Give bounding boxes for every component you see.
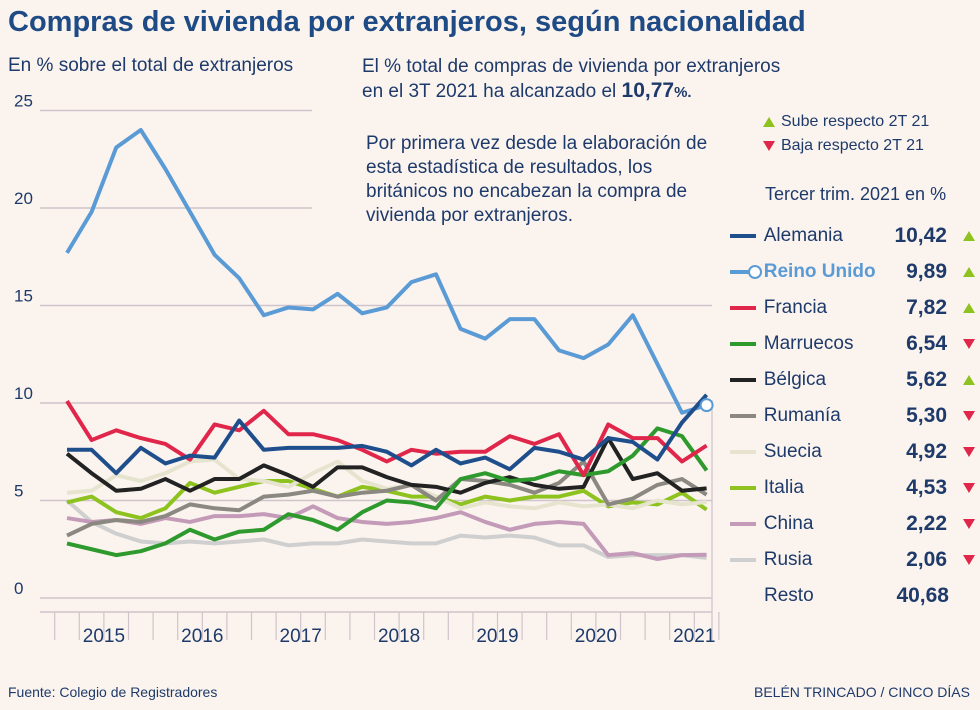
trend-key: Sube respecto 2T 21 Baja respecto 2T 21 xyxy=(763,110,973,158)
legend-value: 6,54 xyxy=(906,332,947,355)
legend-row: Francia 7,82 xyxy=(730,290,975,326)
y-tick-label: 25 xyxy=(14,92,33,111)
legend-swatch xyxy=(730,378,756,382)
x-year-label: 2019 xyxy=(476,626,518,647)
series-line-rumanía xyxy=(66,459,708,538)
legend-name: Marruecos xyxy=(763,333,854,354)
legend-name: Rumanía xyxy=(763,405,841,426)
total-value: 10,77 xyxy=(621,79,675,102)
x-year-label: 2016 xyxy=(181,626,223,647)
legend-name: Bélgica xyxy=(763,369,827,390)
legend-name: Francia xyxy=(763,297,828,318)
total-unit: %. xyxy=(674,84,692,101)
legend-row: Bélgica 5,62 xyxy=(730,362,975,398)
legend-name: Rusia xyxy=(763,549,813,570)
legend-row: Alemania 10,42 xyxy=(730,218,975,254)
legend-swatch-empty xyxy=(730,594,756,598)
legend-swatch xyxy=(730,414,756,418)
legend-value: 5,62 xyxy=(906,368,947,391)
series-line-marruecos xyxy=(66,426,709,558)
legend-swatch xyxy=(730,522,756,526)
series-line-bélgica xyxy=(65,436,707,495)
triangle-down-icon xyxy=(963,555,975,565)
series-line-rusia xyxy=(65,498,707,560)
legend-row: Suecia 4,92 xyxy=(730,434,975,470)
legend-name: Alemania xyxy=(763,225,843,246)
total-note: El % total de compras de vivienda por ex… xyxy=(362,55,780,105)
legend-row: Marruecos 6,54 xyxy=(730,326,975,362)
legend-swatch xyxy=(730,306,756,310)
source: Fuente: Colegio de Registradores xyxy=(8,684,218,700)
y-tick-label: 20 xyxy=(14,189,33,208)
total-note-line1: El % total de compras de vivienda por ex… xyxy=(362,56,781,77)
legend-swatch xyxy=(730,265,762,279)
x-year-label: 2021 xyxy=(673,626,715,647)
first-time-note: Por primera vez desde la elaboración de … xyxy=(366,132,711,228)
series-line-reino-unido xyxy=(65,128,708,415)
x-year-label: 2018 xyxy=(378,626,420,647)
legend-value: 2,06 xyxy=(906,548,947,571)
legend-row: Reino Unido 9,89 xyxy=(730,254,975,290)
legend-value: 10,42 xyxy=(894,224,947,247)
legend-name: Reino Unido xyxy=(763,261,876,282)
y-tick-label: 5 xyxy=(14,482,23,501)
chart-title: Compras de vivienda por extranjeros, seg… xyxy=(8,6,806,38)
legend-value: 2,22 xyxy=(906,512,947,535)
legend-name: Suecia xyxy=(763,441,822,462)
total-note-line2: en el 3T 2021 ha alcanzado el xyxy=(362,81,617,102)
legend-swatch xyxy=(730,234,756,238)
triangle-down-icon xyxy=(963,339,975,349)
legend-row: Italia 4,53 xyxy=(730,470,975,506)
triangle-up-icon xyxy=(963,267,975,277)
y-tick-label: 15 xyxy=(14,287,33,306)
triangle-up-icon xyxy=(963,303,975,313)
triangle-up-icon xyxy=(763,117,775,127)
legend-swatch xyxy=(730,450,756,454)
triangle-down-icon xyxy=(963,519,975,529)
series-line-francia xyxy=(65,399,708,478)
legend-swatch xyxy=(730,342,756,346)
legend-name: China xyxy=(763,513,814,534)
legend-header: Tercer trim. 2021 en % xyxy=(765,184,947,204)
legend-name: Italia xyxy=(763,477,804,498)
series-line-alemania xyxy=(67,393,709,476)
legend-swatch xyxy=(730,558,756,562)
series-line-china xyxy=(66,504,707,561)
triangle-down-icon xyxy=(763,141,775,151)
triangle-down-icon xyxy=(963,411,975,421)
legend-value: 4,53 xyxy=(906,476,947,499)
triangle-up-icon xyxy=(963,231,975,241)
key-down-label: Baja respecto 2T 21 xyxy=(781,137,924,154)
legend-value: 9,89 xyxy=(906,260,947,283)
reino-unido-endpoint-marker xyxy=(699,398,714,413)
legend-row: China 2,22 xyxy=(730,506,975,542)
y-tick-label: 0 xyxy=(14,579,23,598)
legend-value: 5,30 xyxy=(906,404,947,427)
legend-swatch xyxy=(730,486,756,490)
legend-row: Rumanía 5,30 xyxy=(730,398,975,434)
legend-name: Resto xyxy=(764,585,814,606)
x-year-label: 2020 xyxy=(575,626,617,647)
y-tick-label: 10 xyxy=(14,384,33,403)
triangle-up-icon xyxy=(963,375,975,385)
key-up-label: Sube respecto 2T 21 xyxy=(781,113,930,130)
chart-subtitle: En % sobre el total de extranjeros xyxy=(8,55,294,76)
legend-value: 4,92 xyxy=(906,440,947,463)
legend-value: 40,68 xyxy=(896,584,949,607)
credit: BELÉN TRINCADO / CINCO DÍAS xyxy=(753,684,970,700)
legend-value: 7,82 xyxy=(906,296,947,319)
legend-row: Rusia 2,06 xyxy=(730,542,975,578)
legend-row-resto: Resto 40,68 xyxy=(730,578,975,614)
x-year-label: 2015 xyxy=(83,626,125,647)
key-up: Sube respecto 2T 21 xyxy=(763,110,973,134)
triangle-down-icon xyxy=(963,483,975,493)
triangle-down-icon xyxy=(963,447,975,457)
x-year-label: 2017 xyxy=(280,626,322,647)
key-down: Baja respecto 2T 21 xyxy=(763,134,973,158)
legend-circle-icon xyxy=(747,265,762,279)
